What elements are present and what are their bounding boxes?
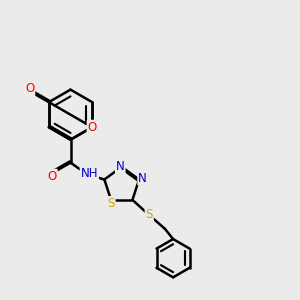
Text: O: O bbox=[88, 121, 97, 134]
Text: S: S bbox=[146, 208, 153, 221]
Text: O: O bbox=[25, 82, 34, 95]
Text: S: S bbox=[107, 197, 115, 210]
Text: N: N bbox=[116, 160, 124, 173]
Text: O: O bbox=[47, 170, 57, 183]
Text: NH: NH bbox=[81, 167, 98, 180]
Text: N: N bbox=[138, 172, 147, 184]
